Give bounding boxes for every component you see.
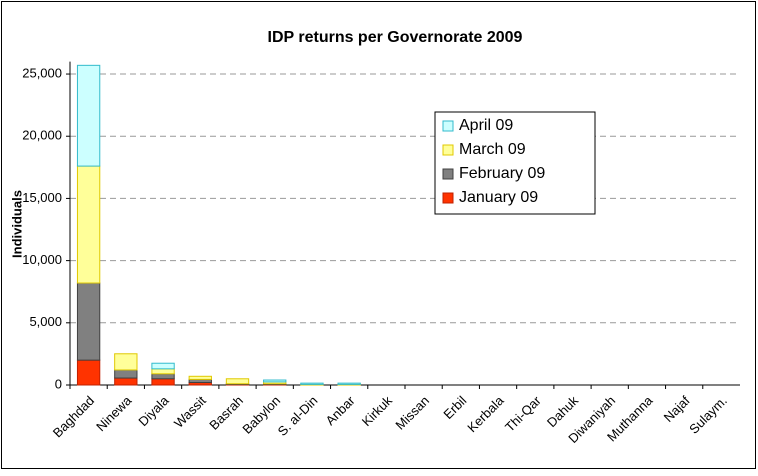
legend-label: March 09 — [459, 141, 526, 158]
bar-segment — [76, 282, 101, 361]
legend-swatch — [442, 144, 454, 156]
frame — [1, 1, 756, 469]
bar-segment — [225, 378, 250, 385]
legend-swatch — [442, 120, 454, 132]
bar-segment — [151, 373, 175, 380]
y-tick-label: 0 — [55, 376, 62, 391]
bar-segment — [151, 368, 175, 375]
legend-swatch — [442, 192, 454, 204]
legend-swatch — [442, 168, 454, 180]
bar-segment — [76, 165, 101, 284]
bar-segment — [114, 377, 138, 386]
legend-label: April 09 — [459, 117, 513, 134]
bar-segment — [76, 64, 101, 167]
legend-label: January 09 — [459, 189, 538, 206]
bar-segment — [76, 359, 101, 386]
bar-segment — [114, 353, 138, 371]
y-tick-label: 25,000 — [22, 65, 62, 80]
legend-label: February 09 — [459, 165, 545, 182]
bar-segment — [300, 382, 324, 385]
y-tick-label: 10,000 — [22, 252, 62, 267]
legend-box — [434, 111, 596, 215]
y-tick-label: 5,000 — [29, 314, 62, 329]
bar-segment — [188, 375, 212, 380]
y-tick-label: 15,000 — [22, 190, 62, 205]
bar-segment — [337, 382, 361, 385]
bar-segment — [151, 378, 175, 386]
y-tick-label: 20,000 — [22, 128, 62, 143]
bar-segment — [151, 362, 175, 370]
bar-segment — [263, 379, 287, 383]
bar-segment — [114, 369, 138, 379]
chart-title: IDP returns per Governorate 2009 — [268, 29, 523, 46]
y-axis-label: Individuals — [9, 190, 24, 258]
